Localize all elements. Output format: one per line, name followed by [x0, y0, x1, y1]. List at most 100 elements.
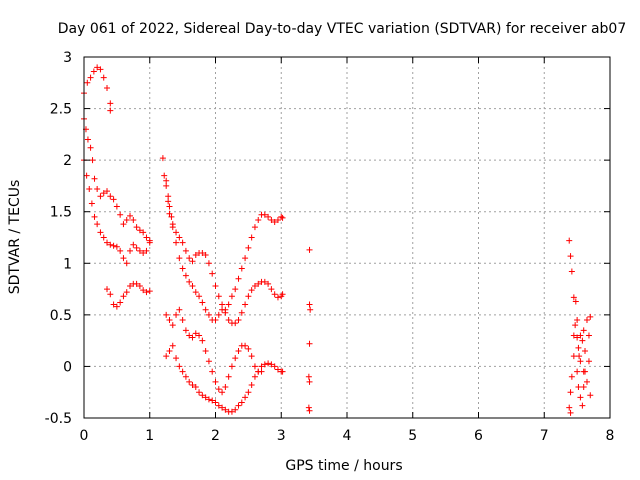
data-point [182, 247, 189, 254]
x-axis-label: GPS time / hours [285, 458, 402, 474]
data-point [251, 373, 258, 380]
data-point [100, 74, 107, 81]
data-point [238, 309, 245, 316]
data-point [136, 282, 143, 289]
x-tick-labels: 0 1 2 3 4 5 6 7 8 [80, 428, 615, 444]
data-point [574, 317, 581, 324]
data-point [113, 243, 120, 250]
data-point [222, 309, 229, 316]
data-point [274, 366, 281, 373]
series-track-a [81, 64, 114, 114]
data-point [215, 386, 222, 393]
y-tick-label: 0 [63, 359, 72, 375]
data-point [169, 342, 176, 349]
data-point [163, 182, 170, 189]
data-points [81, 64, 594, 416]
data-point [232, 355, 239, 362]
data-point [110, 242, 117, 249]
data-point [232, 406, 239, 413]
data-point [585, 358, 592, 365]
data-point [173, 239, 180, 246]
data-point [568, 373, 575, 380]
data-point [222, 384, 229, 391]
data-point [566, 237, 573, 244]
data-point [179, 239, 186, 246]
data-point [235, 275, 242, 282]
series-track-h [163, 342, 286, 415]
data-point [238, 399, 245, 406]
data-point [570, 294, 577, 301]
data-point [579, 402, 586, 409]
data-point [189, 258, 196, 265]
data-point [583, 378, 590, 385]
data-point [245, 389, 252, 396]
series-track-f [163, 177, 286, 327]
data-point [225, 301, 232, 308]
data-point [228, 293, 235, 300]
data-point [212, 317, 219, 324]
series-track-b [81, 115, 153, 244]
data-point [215, 402, 222, 409]
y-tick-label: 1.5 [50, 205, 72, 221]
x-tick-label: 3 [277, 428, 286, 444]
data-point [165, 198, 172, 205]
data-point [228, 363, 235, 370]
data-point [179, 317, 186, 324]
data-point [173, 311, 180, 318]
data-point [219, 389, 226, 396]
data-point [251, 363, 258, 370]
data-point [166, 210, 173, 217]
data-point [274, 216, 281, 223]
data-point [133, 244, 140, 251]
data-point [90, 68, 97, 75]
y-tick-label: 2.5 [50, 102, 72, 118]
data-point [173, 355, 180, 362]
y-axis-label: SDTVAR / TECUs [7, 180, 23, 295]
data-point [268, 361, 275, 368]
data-point [166, 347, 173, 354]
data-point [196, 332, 203, 339]
data-point [248, 353, 255, 360]
data-point [238, 265, 245, 272]
x-tick-label: 7 [540, 428, 549, 444]
data-point [176, 363, 183, 370]
data-point [199, 392, 206, 399]
data-point [235, 317, 242, 324]
data-point [577, 394, 584, 401]
data-point [89, 157, 96, 164]
data-point [255, 280, 262, 287]
data-point [146, 239, 153, 246]
data-point [123, 216, 130, 223]
grid-lines [84, 57, 610, 418]
data-point [110, 196, 117, 203]
x-tick-label: 8 [606, 428, 615, 444]
data-point [225, 373, 232, 380]
data-point [186, 332, 193, 339]
data-point [307, 306, 314, 313]
data-point [107, 291, 114, 298]
data-point [127, 282, 134, 289]
data-point [268, 286, 275, 293]
data-point [583, 317, 590, 324]
data-point [163, 353, 170, 360]
data-point [87, 144, 94, 151]
data-point [87, 74, 94, 81]
data-point [117, 299, 124, 306]
data-point [306, 340, 313, 347]
data-point [261, 361, 268, 368]
data-point [182, 373, 189, 380]
data-point [120, 293, 127, 300]
data-point [97, 229, 104, 236]
data-point [574, 368, 581, 375]
data-point [572, 322, 579, 329]
data-point [165, 193, 172, 200]
data-point [182, 272, 189, 279]
data-point [567, 409, 574, 416]
data-point [228, 408, 235, 415]
data-point [123, 289, 130, 296]
data-point [575, 384, 582, 391]
data-point [278, 213, 285, 220]
y-tick-label: 0.5 [50, 308, 72, 324]
data-point [265, 213, 272, 220]
data-point [258, 363, 265, 370]
